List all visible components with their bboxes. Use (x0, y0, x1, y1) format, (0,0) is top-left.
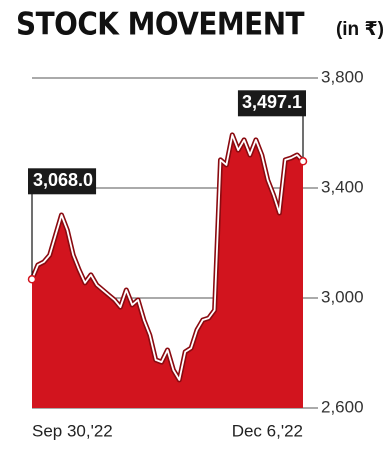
area (32, 134, 303, 408)
value-label: 3,497.1 (242, 92, 302, 112)
labels: 3,068.0 3,497.1 Sep 30,'22 Dec 6,'22 (27, 90, 308, 440)
y-tick-label: 3,400 (321, 177, 364, 196)
x-tick-label: Dec 6,'22 (232, 421, 303, 440)
y-tick-label: 2,600 (321, 397, 364, 416)
line (31, 134, 304, 381)
y-tick-label: 3,800 (321, 67, 364, 86)
unit-label: (in ₹) (336, 19, 384, 40)
point-marker (27, 275, 37, 284)
value-label-box (28, 168, 97, 195)
point-marker (298, 157, 308, 166)
y-tick-label: 3,000 (321, 287, 364, 306)
plot (29, 132, 305, 408)
value-label-box (237, 90, 306, 117)
x-tick-label: Sep 30,'22 (32, 421, 113, 440)
chart-title: STOCK MOVEMENT (16, 7, 305, 43)
value-label: 3,068.0 (33, 170, 93, 190)
